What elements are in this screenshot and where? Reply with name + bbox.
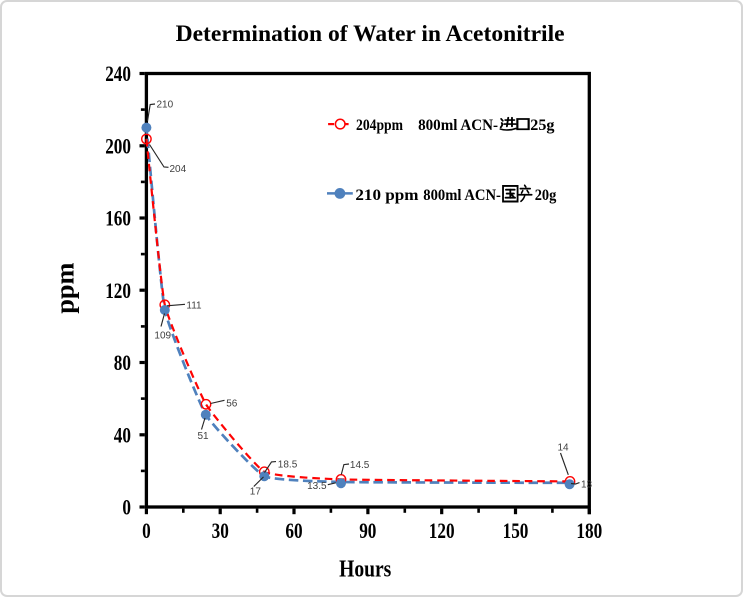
- svg-text:0: 0: [142, 518, 151, 543]
- svg-text:120: 120: [105, 278, 131, 303]
- svg-text:800ml ACN-: 800ml ACN-: [423, 186, 501, 204]
- svg-text:13: 13: [581, 479, 593, 490]
- svg-text:Determination of Water in Acet: Determination of Water in Acetonitrile: [176, 21, 565, 46]
- svg-text:51: 51: [198, 431, 210, 442]
- svg-text:80: 80: [114, 350, 131, 375]
- svg-text:18.5: 18.5: [278, 459, 298, 470]
- svg-text:13.5: 13.5: [307, 481, 327, 492]
- svg-text:204ppm: 204ppm: [356, 116, 403, 134]
- svg-text:240: 240: [105, 61, 131, 86]
- svg-text:210: 210: [157, 100, 174, 111]
- svg-text:0: 0: [122, 495, 131, 520]
- svg-text:160: 160: [105, 206, 131, 231]
- svg-text:204: 204: [170, 164, 187, 175]
- svg-text:20g: 20g: [535, 186, 557, 204]
- svg-text:30: 30: [212, 518, 229, 543]
- svg-text:800ml ACN-: 800ml ACN-: [418, 116, 498, 134]
- svg-text:ppm: ppm: [49, 263, 79, 314]
- svg-text:111: 111: [186, 300, 202, 311]
- svg-text:60: 60: [285, 518, 302, 543]
- svg-text:200: 200: [105, 133, 131, 158]
- svg-text:109: 109: [154, 331, 171, 342]
- svg-text:Hours: Hours: [339, 555, 391, 582]
- svg-text:17: 17: [250, 486, 262, 497]
- svg-text:14: 14: [558, 442, 570, 453]
- svg-text:56: 56: [226, 399, 238, 410]
- svg-text:210 ppm: 210 ppm: [355, 186, 419, 204]
- svg-text:14.5: 14.5: [350, 460, 370, 471]
- svg-text:180: 180: [576, 518, 602, 543]
- svg-text:40: 40: [114, 422, 131, 447]
- svg-text:90: 90: [359, 518, 376, 543]
- svg-text:120: 120: [429, 518, 455, 543]
- svg-text:25g: 25g: [530, 116, 554, 134]
- svg-text:150: 150: [503, 518, 529, 543]
